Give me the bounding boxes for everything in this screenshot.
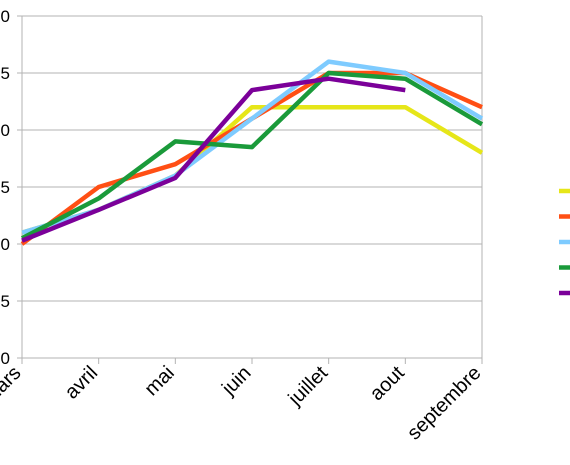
x-tick-label: mars bbox=[0, 362, 26, 409]
y-tick-label: 0 bbox=[1, 7, 10, 26]
x-tick-label: mai bbox=[141, 362, 179, 400]
series-line-5 bbox=[21, 76, 406, 243]
series-lines bbox=[20, 59, 484, 246]
y-tick-label: 0 bbox=[1, 349, 10, 368]
y-tick-label: 0 bbox=[1, 121, 10, 140]
y-tick-label: 5 bbox=[1, 292, 10, 311]
y-tick-label: 5 bbox=[1, 64, 10, 83]
legend bbox=[559, 188, 570, 296]
y-axis-ticks: 0 5 0 5 0 5 0 bbox=[1, 7, 10, 368]
grid bbox=[17, 15, 483, 364]
series-line-2 bbox=[20, 70, 483, 246]
y-tick-label: 5 bbox=[1, 178, 10, 197]
x-tick-label: avril bbox=[61, 362, 102, 403]
series-line-4 bbox=[20, 70, 484, 241]
y-tick-label: 0 bbox=[1, 235, 10, 254]
x-tick-label: septembre bbox=[403, 362, 485, 444]
x-tick-label: juillet bbox=[284, 362, 333, 411]
x-tick-label: juin bbox=[217, 362, 255, 400]
x-tick-label: aout bbox=[366, 362, 409, 405]
